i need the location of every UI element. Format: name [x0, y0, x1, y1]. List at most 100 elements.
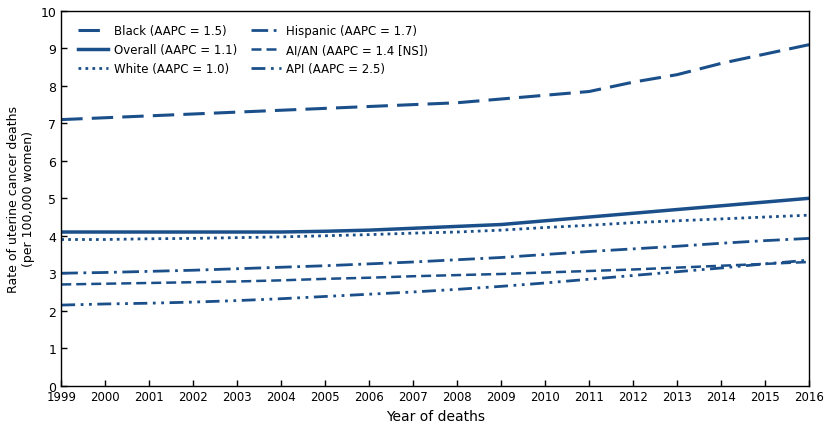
Hispanic (AAPC = 1.7): [145, 269, 155, 274]
Black (AAPC = 1.5): [101, 116, 111, 121]
AI/AN (AAPC = 1.4 [NS]): [101, 282, 111, 287]
API (AAPC = 2.5): [584, 277, 594, 282]
Hispanic (AAPC = 1.7): [760, 239, 770, 244]
Overall (AAPC = 1.1): [57, 230, 66, 235]
API (AAPC = 2.5): [276, 296, 286, 301]
Black (AAPC = 1.5): [716, 61, 726, 67]
API (AAPC = 2.5): [452, 287, 462, 292]
Black (AAPC = 1.5): [57, 118, 66, 123]
White (AAPC = 1.0): [232, 236, 242, 241]
Hispanic (AAPC = 1.7): [672, 244, 682, 249]
AI/AN (AAPC = 1.4 [NS]): [232, 279, 242, 284]
Black (AAPC = 1.5): [408, 103, 418, 108]
Black (AAPC = 1.5): [540, 93, 550, 98]
Hispanic (AAPC = 1.7): [320, 264, 330, 269]
Black (AAPC = 1.5): [189, 112, 199, 117]
Overall (AAPC = 1.1): [496, 222, 506, 227]
API (AAPC = 2.5): [496, 284, 506, 289]
Hispanic (AAPC = 1.7): [101, 270, 111, 276]
Legend: Black (AAPC = 1.5), Overall (AAPC = 1.1), White (AAPC = 1.0), Hispanic (AAPC = 1: Black (AAPC = 1.5), Overall (AAPC = 1.1)…: [75, 22, 432, 79]
Hispanic (AAPC = 1.7): [232, 267, 242, 272]
White (AAPC = 1.0): [628, 221, 638, 226]
API (AAPC = 2.5): [408, 290, 418, 295]
API (AAPC = 2.5): [716, 266, 726, 271]
Black (AAPC = 1.5): [232, 110, 242, 115]
Line: Hispanic (AAPC = 1.7): Hispanic (AAPC = 1.7): [61, 239, 809, 273]
Hispanic (AAPC = 1.7): [716, 241, 726, 246]
AI/AN (AAPC = 1.4 [NS]): [672, 265, 682, 270]
Overall (AAPC = 1.1): [408, 226, 418, 231]
API (AAPC = 2.5): [760, 262, 770, 267]
AI/AN (AAPC = 1.4 [NS]): [628, 267, 638, 273]
Hispanic (AAPC = 1.7): [628, 247, 638, 252]
AI/AN (AAPC = 1.4 [NS]): [189, 280, 199, 285]
Line: Black (AAPC = 1.5): Black (AAPC = 1.5): [61, 46, 809, 120]
AI/AN (AAPC = 1.4 [NS]): [276, 278, 286, 283]
AI/AN (AAPC = 1.4 [NS]): [408, 274, 418, 279]
White (AAPC = 1.0): [408, 231, 418, 236]
Line: API (AAPC = 2.5): API (AAPC = 2.5): [61, 261, 809, 305]
Overall (AAPC = 1.1): [804, 196, 814, 201]
Overall (AAPC = 1.1): [276, 230, 286, 235]
Black (AAPC = 1.5): [584, 90, 594, 95]
Overall (AAPC = 1.1): [672, 207, 682, 212]
Hispanic (AAPC = 1.7): [452, 258, 462, 263]
AI/AN (AAPC = 1.4 [NS]): [364, 276, 374, 281]
Overall (AAPC = 1.1): [145, 230, 155, 235]
Black (AAPC = 1.5): [364, 104, 374, 110]
White (AAPC = 1.0): [760, 215, 770, 220]
AI/AN (AAPC = 1.4 [NS]): [584, 269, 594, 274]
Line: White (AAPC = 1.0): White (AAPC = 1.0): [61, 216, 809, 240]
White (AAPC = 1.0): [452, 230, 462, 235]
API (AAPC = 2.5): [189, 300, 199, 305]
Overall (AAPC = 1.1): [189, 230, 199, 235]
Overall (AAPC = 1.1): [628, 211, 638, 216]
Black (AAPC = 1.5): [628, 80, 638, 86]
Black (AAPC = 1.5): [276, 108, 286, 114]
White (AAPC = 1.0): [57, 237, 66, 243]
White (AAPC = 1.0): [145, 237, 155, 242]
X-axis label: Year of deaths: Year of deaths: [386, 409, 484, 423]
Y-axis label: Rate of uterine cancer deaths
(per 100,000 women): Rate of uterine cancer deaths (per 100,0…: [7, 105, 35, 292]
AI/AN (AAPC = 1.4 [NS]): [452, 273, 462, 278]
White (AAPC = 1.0): [364, 233, 374, 238]
AI/AN (AAPC = 1.4 [NS]): [496, 272, 506, 277]
Hispanic (AAPC = 1.7): [57, 271, 66, 276]
White (AAPC = 1.0): [584, 223, 594, 228]
Black (AAPC = 1.5): [452, 101, 462, 106]
AI/AN (AAPC = 1.4 [NS]): [716, 264, 726, 269]
AI/AN (AAPC = 1.4 [NS]): [540, 270, 550, 276]
White (AAPC = 1.0): [540, 225, 550, 230]
Hispanic (AAPC = 1.7): [540, 252, 550, 258]
White (AAPC = 1.0): [672, 219, 682, 224]
Overall (AAPC = 1.1): [540, 219, 550, 224]
White (AAPC = 1.0): [320, 233, 330, 239]
API (AAPC = 2.5): [57, 303, 66, 308]
Line: Overall (AAPC = 1.1): Overall (AAPC = 1.1): [61, 199, 809, 233]
Black (AAPC = 1.5): [804, 43, 814, 48]
Overall (AAPC = 1.1): [232, 230, 242, 235]
API (AAPC = 2.5): [320, 294, 330, 299]
Hispanic (AAPC = 1.7): [408, 260, 418, 265]
Hispanic (AAPC = 1.7): [804, 236, 814, 241]
API (AAPC = 2.5): [804, 258, 814, 263]
Hispanic (AAPC = 1.7): [584, 249, 594, 255]
Black (AAPC = 1.5): [760, 52, 770, 58]
White (AAPC = 1.0): [496, 228, 506, 233]
AI/AN (AAPC = 1.4 [NS]): [320, 276, 330, 282]
Black (AAPC = 1.5): [496, 97, 506, 102]
Line: AI/AN (AAPC = 1.4 [NS]): AI/AN (AAPC = 1.4 [NS]): [61, 262, 809, 285]
API (AAPC = 2.5): [540, 281, 550, 286]
AI/AN (AAPC = 1.4 [NS]): [760, 262, 770, 267]
API (AAPC = 2.5): [101, 302, 111, 307]
Black (AAPC = 1.5): [672, 73, 682, 78]
API (AAPC = 2.5): [628, 273, 638, 278]
Overall (AAPC = 1.1): [364, 228, 374, 233]
AI/AN (AAPC = 1.4 [NS]): [804, 260, 814, 265]
API (AAPC = 2.5): [145, 301, 155, 306]
Hispanic (AAPC = 1.7): [276, 265, 286, 270]
Hispanic (AAPC = 1.7): [364, 262, 374, 267]
White (AAPC = 1.0): [804, 213, 814, 218]
White (AAPC = 1.0): [276, 235, 286, 240]
Black (AAPC = 1.5): [320, 107, 330, 112]
